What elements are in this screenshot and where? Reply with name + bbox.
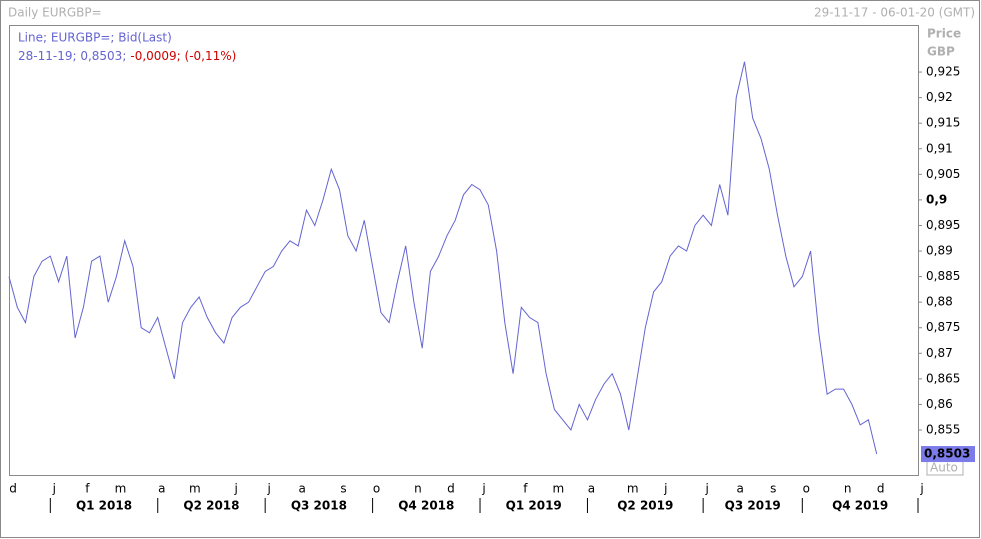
quarter-label: Q3 2019 [725, 499, 781, 513]
x-tick-label: j [52, 482, 56, 496]
price-line [8, 61, 878, 455]
x-tick-label: f [85, 482, 90, 496]
legend-price: 28-11-19; 0,8503; [18, 49, 126, 63]
x-tick-label: j [267, 482, 271, 496]
quarter-label: Q4 2019 [832, 499, 888, 513]
axis-title: Price [927, 27, 961, 41]
x-tick-label: m [627, 482, 639, 496]
x-tick-label: o [803, 482, 810, 496]
x-tick-label: m [189, 482, 201, 496]
x-tick-label: j [233, 482, 237, 496]
date-range: 29-11-17 - 06-01-20 (GMT) [814, 6, 975, 20]
y-tick-label: 0,895 [926, 218, 960, 232]
y-tick-label: 0,91 [926, 141, 953, 155]
x-tick-label: o [373, 482, 380, 496]
x-tick-label: d [877, 482, 885, 496]
legend-values: 28-11-19; 0,8503; -0,0009; (-0,11%) [18, 49, 236, 63]
x-tick-label: f [523, 482, 528, 496]
x-tick-label: j [481, 482, 485, 496]
chart-title: Daily EURGBP= [8, 6, 102, 20]
y-tick-label: 0,885 [926, 269, 960, 283]
axis-unit: GBP [927, 45, 955, 59]
legend-change: -0,0009; (-0,11%) [130, 49, 236, 63]
auto-label[interactable]: Auto [930, 461, 958, 475]
quarter-label: Q3 2018 [291, 499, 347, 513]
quarter-label: Q1 2019 [506, 499, 562, 513]
y-tick-label: 0,865 [926, 371, 960, 385]
legend-line: Line; EURGBP=; Bid(Last) [18, 31, 172, 45]
plot-area [9, 25, 919, 476]
current-price-label: 0,8503 [924, 447, 970, 461]
x-tick-label: n [844, 482, 852, 496]
x-tick-label: d [9, 482, 17, 496]
x-tick-label: m [553, 482, 565, 496]
quarter-label: Q4 2018 [398, 499, 454, 513]
y-tick-label: 0,915 [926, 116, 960, 130]
y-tick-label: 0,905 [926, 167, 960, 181]
y-tick-label: 0,875 [926, 320, 960, 334]
current-price-box [921, 446, 975, 463]
y-tick-label: 0,9 [926, 192, 947, 206]
y-tick-label: 0,89 [926, 244, 953, 258]
x-tick-label: a [737, 482, 744, 496]
y-tick-label: 0,88 [926, 295, 953, 309]
x-tick-label: a [588, 482, 595, 496]
x-tick-label: j [663, 482, 667, 496]
quarter-label: Q1 2018 [76, 499, 132, 513]
x-tick-label: s [770, 482, 776, 496]
x-tick-label: s [340, 482, 346, 496]
x-tick-label: j [919, 482, 923, 496]
y-tick-label: 0,92 [926, 90, 953, 104]
x-tick-label: n [414, 482, 422, 496]
quarter-label: Q2 2018 [183, 499, 239, 513]
x-tick-label: a [158, 482, 165, 496]
x-tick-label: d [447, 482, 455, 496]
y-tick-label: 0,86 [926, 397, 953, 411]
y-tick-label: 0,855 [926, 423, 960, 437]
quarter-label: Q2 2019 [617, 499, 673, 513]
x-tick-label: a [299, 482, 306, 496]
x-tick-label: m [115, 482, 127, 496]
x-tick-label: j [704, 482, 708, 496]
y-tick-label: 0,925 [926, 65, 960, 79]
y-tick-label: 0,87 [926, 346, 953, 360]
